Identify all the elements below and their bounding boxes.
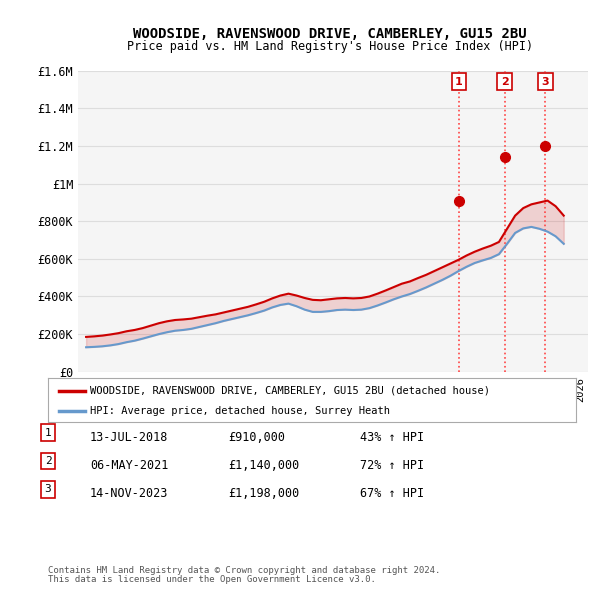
Text: 3: 3 [542,77,549,87]
Text: Contains HM Land Registry data © Crown copyright and database right 2024.: Contains HM Land Registry data © Crown c… [48,566,440,575]
Text: WOODSIDE, RAVENSWOOD DRIVE, CAMBERLEY, GU15 2BU (detached house): WOODSIDE, RAVENSWOOD DRIVE, CAMBERLEY, G… [90,386,490,396]
Text: £1,198,000: £1,198,000 [228,487,299,500]
Text: 2: 2 [44,456,52,466]
Text: £910,000: £910,000 [228,431,285,444]
Text: 14-NOV-2023: 14-NOV-2023 [90,487,169,500]
Text: 43% ↑ HPI: 43% ↑ HPI [360,431,424,444]
Text: 1: 1 [455,77,463,87]
Text: HPI: Average price, detached house, Surrey Heath: HPI: Average price, detached house, Surr… [90,406,390,416]
Text: 2: 2 [501,77,508,87]
Text: WOODSIDE, RAVENSWOOD DRIVE, CAMBERLEY, GU15 2BU: WOODSIDE, RAVENSWOOD DRIVE, CAMBERLEY, G… [133,27,527,41]
Text: Price paid vs. HM Land Registry's House Price Index (HPI): Price paid vs. HM Land Registry's House … [127,40,533,53]
Text: 13-JUL-2018: 13-JUL-2018 [90,431,169,444]
Text: 67% ↑ HPI: 67% ↑ HPI [360,487,424,500]
Text: 72% ↑ HPI: 72% ↑ HPI [360,459,424,472]
Text: 06-MAY-2021: 06-MAY-2021 [90,459,169,472]
Text: £1,140,000: £1,140,000 [228,459,299,472]
Text: 3: 3 [44,484,52,494]
Text: 1: 1 [44,428,52,438]
Text: This data is licensed under the Open Government Licence v3.0.: This data is licensed under the Open Gov… [48,575,376,584]
